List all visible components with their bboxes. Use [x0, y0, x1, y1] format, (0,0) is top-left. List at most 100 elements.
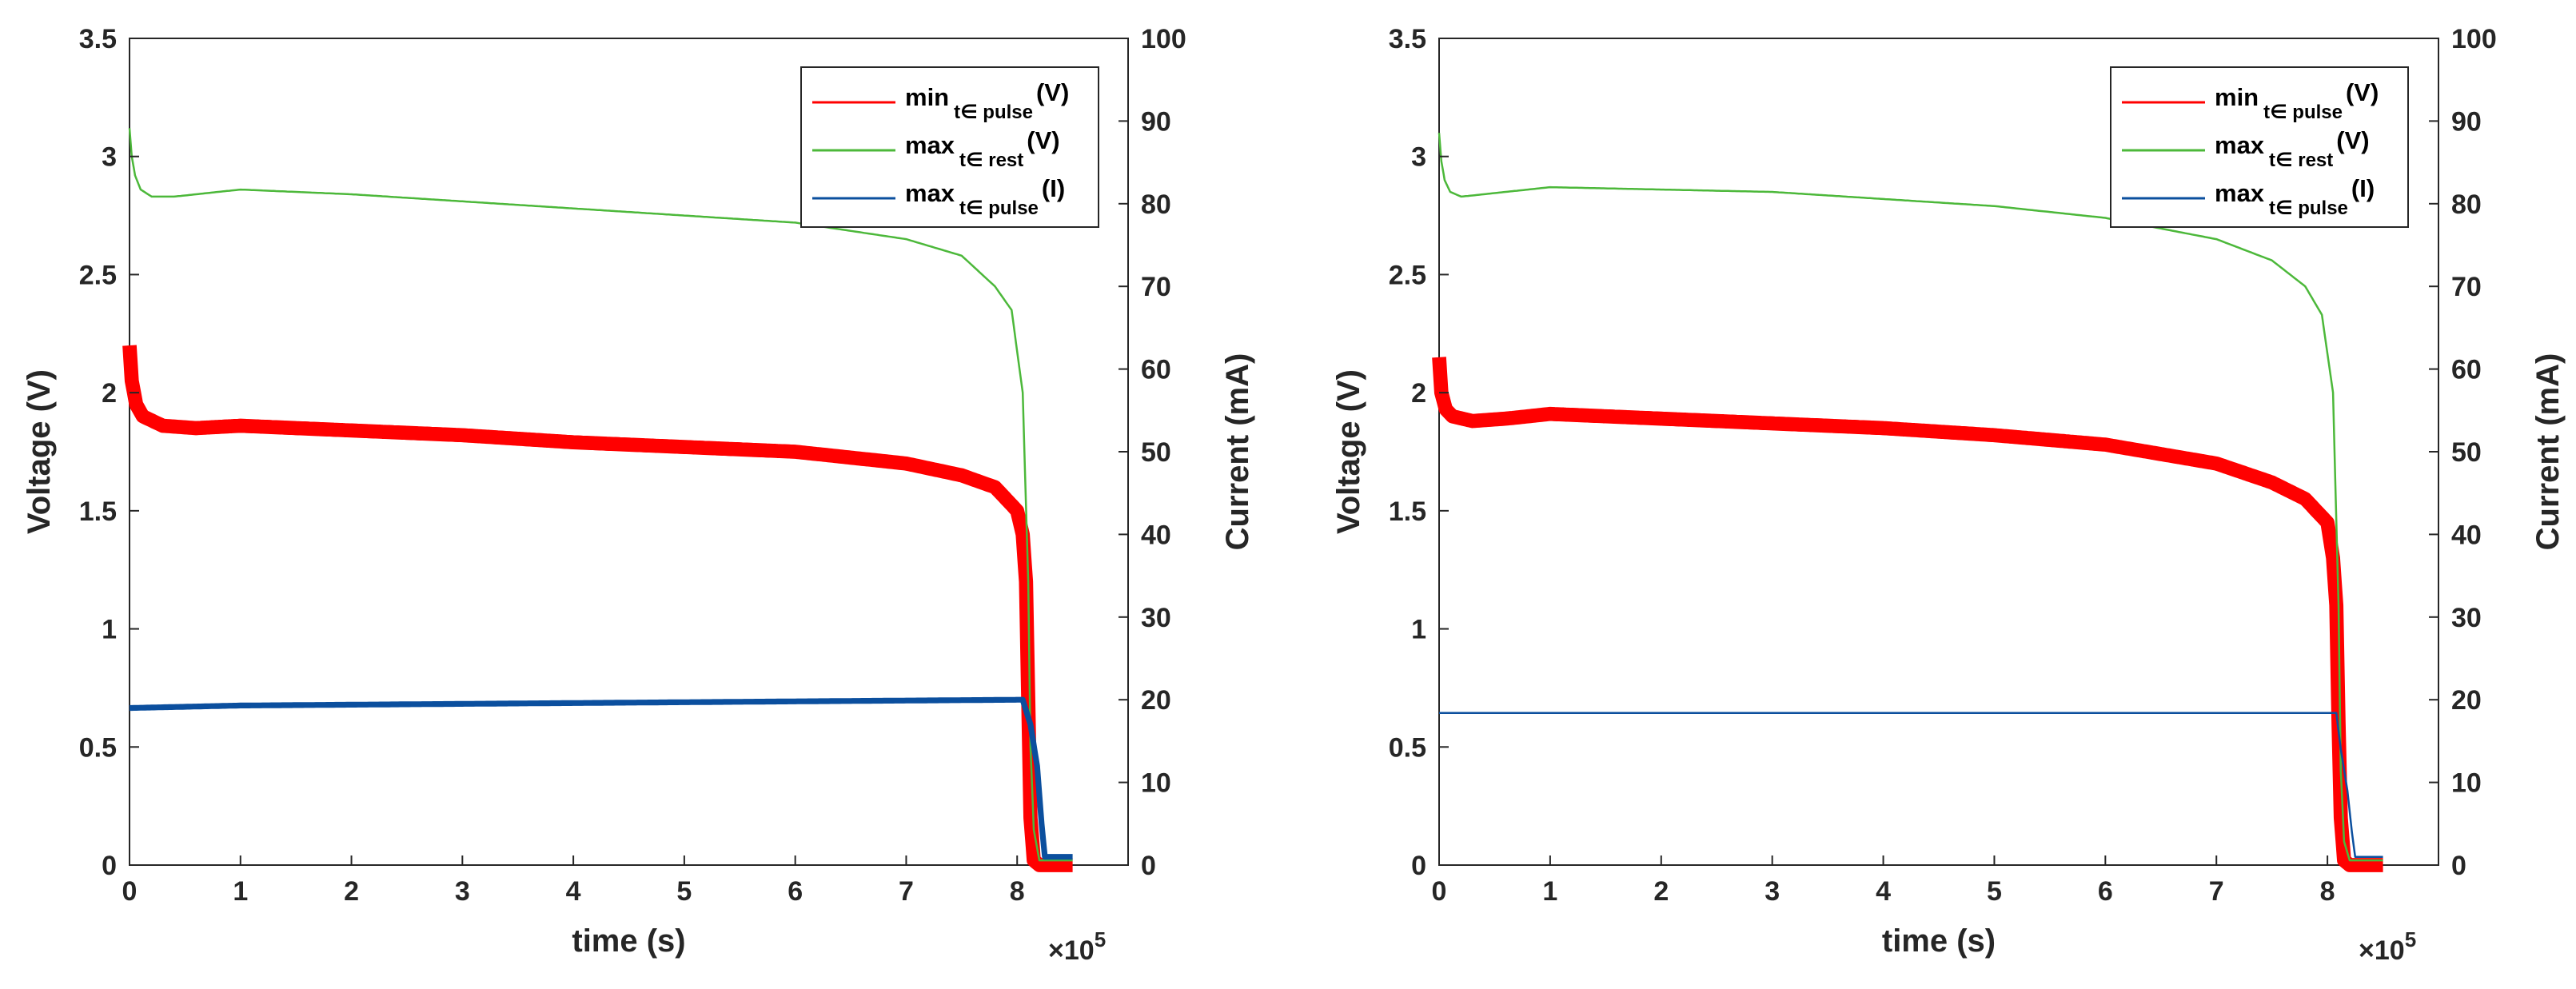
chart1-legend-name-1: min: [905, 83, 949, 111]
chart1-plot: 0 1 2 3 4 5 6 7 800.511.522.533.5010203040506070…: [22, 24, 1255, 966]
chart1-legend-name-3: max: [905, 179, 955, 207]
chart2-series-1-line: [1432, 357, 2388, 872]
chart1-legend-sub-3: t∈ pulse: [959, 197, 1039, 219]
chart2-legend-sub-2: t∈ rest: [2269, 150, 2333, 171]
chart1-legend-label-3: maxt∈ pulse(I): [905, 174, 1065, 219]
chart1-y-tick-label: 2: [102, 378, 117, 409]
chart1-x-multiplier-exponent: 5: [1095, 927, 1106, 951]
chart1-y-tick-label: 0.5: [79, 732, 117, 763]
chart2-y-tick-label: 2.5: [1389, 260, 1426, 290]
chart2-x-multiplier: ×105: [2359, 927, 2416, 966]
chart2-y-tick-label: 1: [1411, 615, 1426, 645]
chart1-legend-unit-3: (I): [1042, 174, 1065, 202]
chart1-y2-tick-label: 90: [1141, 106, 1171, 137]
chart2-legend-name-2: max: [2215, 131, 2265, 159]
chart2-legend-unit-2: (V): [2336, 126, 2369, 154]
chart1-legend-label-1: mint∈ pulse(V): [905, 78, 1069, 123]
chart1-y2-tick-label: 50: [1141, 437, 1171, 468]
chart2-x-tick-label: 6: [2098, 876, 2113, 907]
chart2-x-multiplier-exponent: 5: [2405, 927, 2416, 951]
chart1-series-3-line: [129, 696, 1074, 860]
chart1-x-multiplier-base: ×10: [1048, 935, 1095, 966]
chart2-x-tick-label: 0: [1432, 876, 1447, 907]
chart1-y2-tick-label: 10: [1141, 768, 1171, 799]
chart2-series-3-line: [1439, 712, 2383, 858]
chart1-x-tick-label: 1: [233, 876, 248, 907]
chart2-y-axis-title: Voltage (V): [1331, 369, 1366, 534]
chart2-x-tick-label: 7: [2209, 876, 2224, 907]
chart2-y-tick-label: 1.5: [1389, 496, 1426, 527]
chart1-legend-unit-2: (V): [1027, 126, 1059, 154]
chart2-y2-tick-label: 70: [2451, 272, 2482, 302]
chart2-legend-sub-3: t∈ pulse: [2269, 197, 2348, 219]
chart1-series-2-line: [128, 128, 1073, 862]
chart1-y-tick-label: 0: [102, 851, 117, 881]
chart1-y-tick-label: 2.5: [79, 260, 117, 290]
chart1-series-1-line: [122, 345, 1078, 872]
chart1-y2-tick-label: 70: [1141, 272, 1171, 302]
chart2-legend-name-1: min: [2215, 83, 2259, 111]
chart1-x-tick-label: 7: [899, 876, 914, 907]
chart1-x-axis-title: time (s): [572, 923, 685, 959]
chart2-y-tick-label: 3: [1411, 142, 1426, 173]
chart2-y2-axis-title: Current (mA): [2530, 353, 2566, 551]
chart1-legend-sub-1: t∈ pulse: [954, 102, 1033, 123]
chart1-y2-tick-label: 60: [1141, 355, 1171, 385]
chart1-x-multiplier: ×105: [1048, 927, 1106, 966]
chart1-y2-tick-label: 80: [1141, 189, 1171, 220]
chart1-legend-sub-2: t∈ rest: [959, 150, 1023, 171]
chart2-x-tick-label: 4: [1876, 876, 1891, 907]
chart1-y-tick-label: 3.5: [79, 24, 117, 54]
chart1-legend: mint∈ pulse(V)maxt∈ rest(V)maxt∈ pulse(I…: [800, 66, 1099, 228]
chart2-plot: 0 1 2 3 4 5 6 7 800.511.522.533.5010203040506070…: [1331, 24, 2566, 966]
chart2-legend-label-1: mint∈ pulse(V): [2215, 78, 2379, 123]
chart1-y2-tick-label: 30: [1141, 603, 1171, 633]
chart2-x-tick-label: 1: [1542, 876, 1557, 907]
chart2-legend-unit-1: (V): [2346, 78, 2379, 106]
chart2-y2-tick-label: 40: [2451, 520, 2482, 550]
chart2-y-tick-label: 2: [1411, 378, 1426, 409]
chart1-y2-tick-label: 40: [1141, 520, 1171, 550]
chart2-x-multiplier-base: ×10: [2359, 935, 2405, 966]
chart1-y2-tick-label: 100: [1141, 24, 1186, 54]
chart2-x-tick-label: 5: [1987, 876, 2002, 907]
chart2-y-tick-label: 0.5: [1389, 732, 1426, 763]
chart2-y2-tick-label: 30: [2451, 603, 2482, 633]
chart1-x-tick-label: 5: [676, 876, 692, 907]
chart2-x-axis-title: time (s): [1882, 923, 1996, 959]
chart2-x-tick-label: 2: [1653, 876, 1669, 907]
chart1-legend-label-2: maxt∈ rest(V): [905, 126, 1060, 171]
chart1-y-tick-label: 1.5: [79, 496, 117, 527]
chart2-y2-tick-label: 90: [2451, 106, 2482, 137]
chart1-legend-name-2: max: [905, 131, 955, 159]
chart1-y-tick-label: 1: [102, 615, 117, 645]
chart1-x-tick-label: 2: [344, 876, 359, 907]
chart2-y2-tick-label: 100: [2451, 24, 2497, 54]
chart1-y2-axis-title: Current (mA): [1220, 353, 1255, 551]
chart2-y2-tick-label: 0: [2451, 851, 2466, 881]
chart2-x-tick-label: 3: [1765, 876, 1780, 907]
chart1-x-tick-label: 0: [122, 876, 138, 907]
chart1-x-tick-label: 8: [1010, 876, 1025, 907]
chart2-y-tick-label: 0: [1411, 851, 1426, 881]
chart2-legend-label-2: maxt∈ rest(V): [2215, 126, 2370, 171]
chart2-y2-tick-label: 50: [2451, 437, 2482, 468]
chart2-legend-unit-3: (I): [2351, 174, 2375, 202]
chart1-x-tick-label: 3: [455, 876, 470, 907]
chart1-x-tick-label: 6: [788, 876, 803, 907]
chart2-y-tick-label: 3.5: [1389, 24, 1426, 54]
chart2-y2-tick-label: 60: [2451, 355, 2482, 385]
chart2-series-2-line: [1438, 133, 2383, 862]
chart2-legend-name-3: max: [2215, 179, 2265, 207]
chart2-y2-tick-label: 20: [2451, 685, 2482, 716]
chart1-legend-unit-1: (V): [1036, 78, 1069, 106]
chart2-x-tick-label: 8: [2320, 876, 2335, 907]
chart2-legend-sub-1: t∈ pulse: [2263, 102, 2343, 123]
chart2-y2-tick-label: 80: [2451, 189, 2482, 220]
chart2-legend-box: [2110, 66, 2409, 228]
chart2-y2-tick-label: 10: [2451, 768, 2482, 799]
chart1-y2-tick-label: 0: [1141, 851, 1156, 881]
chart1-y-axis-title: Voltage (V): [22, 369, 57, 534]
chart1-y-tick-label: 3: [102, 142, 117, 173]
